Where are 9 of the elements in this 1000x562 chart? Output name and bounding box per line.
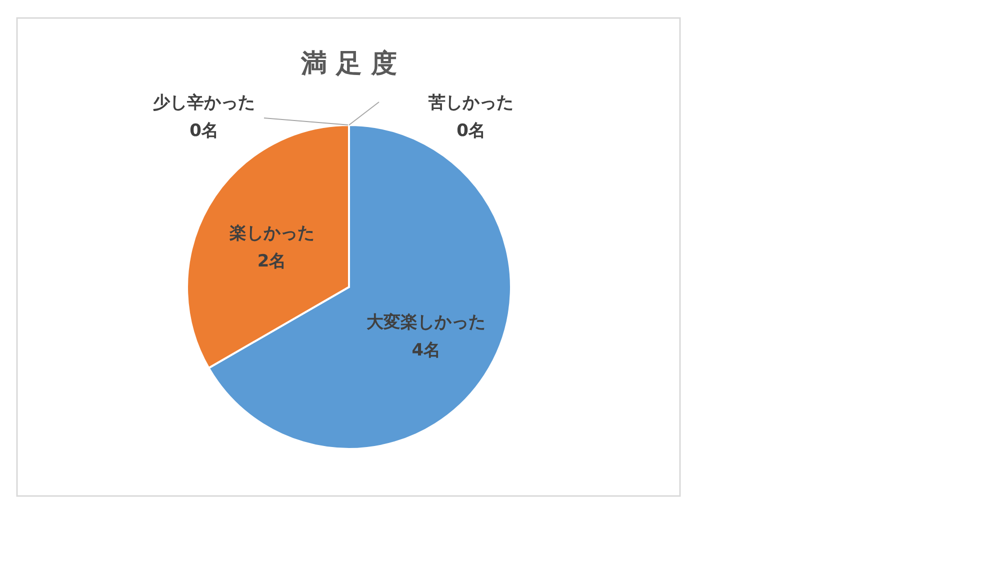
text: 0名	[456, 121, 486, 141]
text: 0名	[190, 121, 218, 141]
category-label: 苦しかった	[428, 93, 514, 113]
data-label: 2名	[257, 251, 286, 272]
data-label: 4名	[412, 340, 441, 361]
chart-title: 満 足 度	[300, 49, 398, 79]
slice-label: 大変楽しかった	[366, 312, 486, 333]
slice-label: 楽しかった	[228, 223, 314, 244]
category-label: 少し辛かった	[153, 93, 255, 113]
